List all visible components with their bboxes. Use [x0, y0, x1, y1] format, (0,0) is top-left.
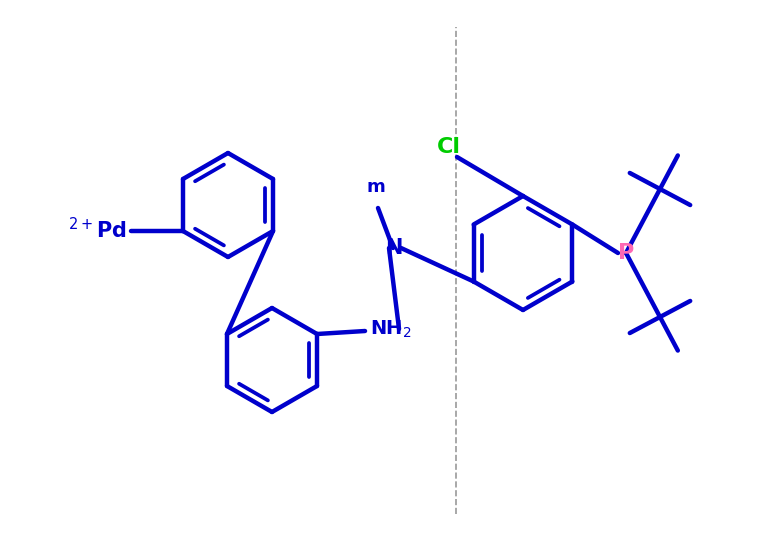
Text: NH$_2$: NH$_2$ — [370, 318, 411, 340]
Text: N: N — [385, 238, 403, 258]
Text: $^{2+}$Pd: $^{2+}$Pd — [68, 217, 127, 242]
Text: Cl: Cl — [437, 137, 461, 157]
Text: P: P — [618, 243, 634, 263]
Text: m: m — [367, 178, 385, 196]
